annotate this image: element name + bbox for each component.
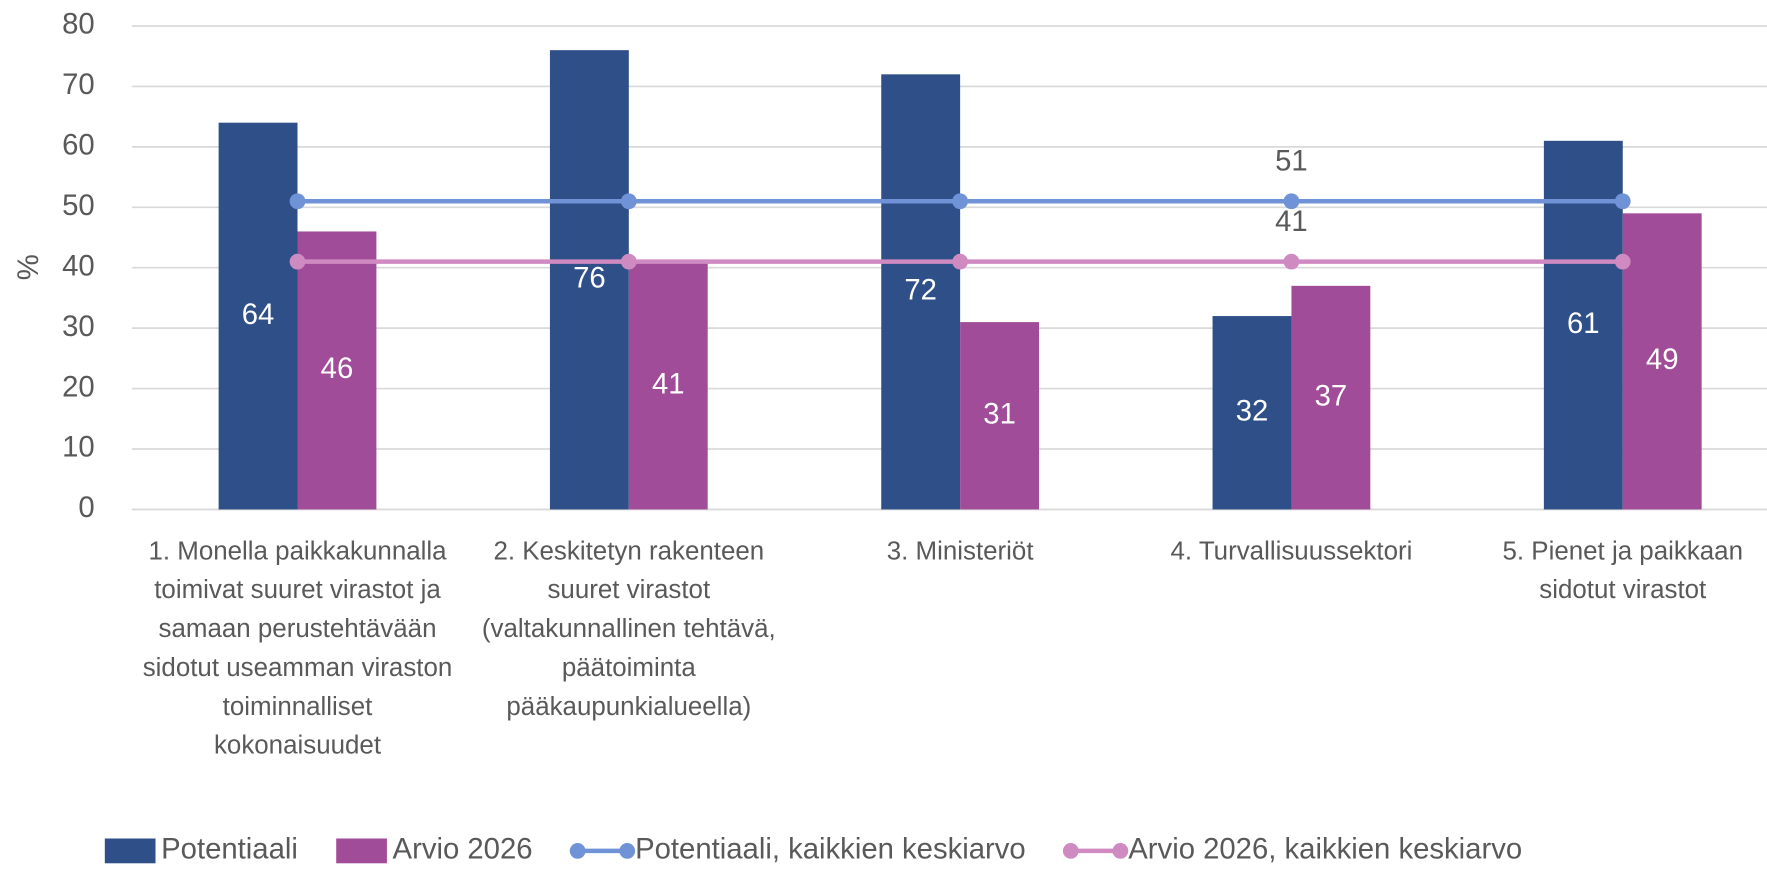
data-label: 41 [652, 367, 685, 400]
data-label: 46 [321, 352, 354, 385]
bar [1291, 285, 1371, 510]
x-tick-line: toiminnalliset [223, 693, 374, 721]
x-tick-line: sidotut useamman viraston [143, 654, 453, 682]
x-tick-line: suuret virastot [547, 576, 711, 604]
data-label: 72 [904, 274, 937, 307]
x-tick-line: toimivat suuret virastot ja [154, 576, 441, 604]
data-label: 32 [1236, 394, 1269, 427]
x-tick-line: 3. Ministeriöt [887, 537, 1035, 565]
x-tick-label: 1. Monella paikkakunnalla toimivat suuret… [143, 537, 453, 759]
legend-marker [1112, 843, 1129, 859]
x-tick-line: kokonaisuudet [214, 731, 382, 759]
line-marker [952, 193, 969, 210]
y-tick-label: 40 [62, 249, 95, 282]
line-marker [1283, 193, 1300, 210]
data-label: 64 [242, 298, 275, 331]
y-tick-label: 80 [62, 8, 95, 41]
y-tick-label: 0 [78, 491, 94, 524]
legend-swatch [336, 838, 387, 864]
data-label: 51 [1275, 145, 1308, 178]
legend-swatch [104, 838, 156, 864]
bar [1622, 213, 1702, 510]
x-tick-label: 3. Ministeriöt [887, 537, 1035, 565]
line-marker [952, 253, 969, 270]
legend-label: Potentiaali [161, 833, 298, 866]
x-tick-line: 2. Keskitetyn rakenteen [493, 537, 764, 565]
x-tick-line: 5. Pienet ja paikkaan [1502, 537, 1743, 565]
y-tick-label: 50 [62, 189, 95, 222]
y-tick-label: 70 [62, 68, 95, 101]
line-marker [289, 193, 306, 210]
legend-label: Arvio 2026 [393, 833, 533, 866]
x-tick-line: päätoiminta [562, 654, 697, 682]
data-label: 31 [983, 398, 1016, 431]
x-tick-line: samaan perustehtävään [159, 615, 437, 643]
data-label: 61 [1567, 307, 1600, 340]
bar [297, 231, 377, 510]
x-tick-line: sidotut virastot [1539, 576, 1707, 604]
y-tick-label: 10 [62, 431, 95, 464]
legend-label: Arvio 2026, kaikkien keskiarvo [1128, 833, 1522, 866]
x-tick-label: 4. Turvallisuussektori [1170, 537, 1412, 565]
x-tick-line: 4. Turvallisuussektori [1170, 537, 1412, 565]
y-tick-label: 20 [62, 370, 95, 403]
x-tick-label: 5. Pienet ja paikkaan sidotut virastot [1502, 537, 1743, 604]
line-marker [289, 253, 306, 270]
x-tick-line: 1. Monella paikkakunnalla [148, 537, 447, 565]
bar [1212, 316, 1292, 510]
data-label: 41 [1275, 205, 1308, 238]
line-marker [620, 193, 637, 210]
bar [628, 261, 708, 510]
line-marker [1614, 253, 1631, 270]
legend-marker [1062, 843, 1079, 859]
data-label: 37 [1315, 379, 1348, 412]
bar [549, 50, 629, 510]
bar [960, 322, 1040, 510]
y-tick-label: 60 [62, 129, 95, 162]
line-marker [620, 253, 637, 270]
data-label: 49 [1646, 343, 1679, 376]
y-tick-label: 30 [62, 310, 95, 343]
x-tick-line: (valtakunnallinen tehtävä, [482, 615, 776, 643]
data-label: 76 [573, 262, 606, 295]
legend-label: Potentiaali, kaikkien keskiarvo [635, 833, 1026, 866]
y-axis-title: % [12, 254, 45, 280]
line-marker [1614, 193, 1631, 210]
legend-marker [569, 843, 586, 859]
legend-marker [619, 843, 636, 859]
bar [218, 122, 298, 510]
bar [881, 74, 961, 510]
x-tick-label: 2. Keskitetyn rakenteen suuret virastot (v… [482, 537, 776, 721]
x-tick-line: pääkaupunkialueella) [506, 693, 751, 721]
line-marker [1283, 253, 1300, 270]
